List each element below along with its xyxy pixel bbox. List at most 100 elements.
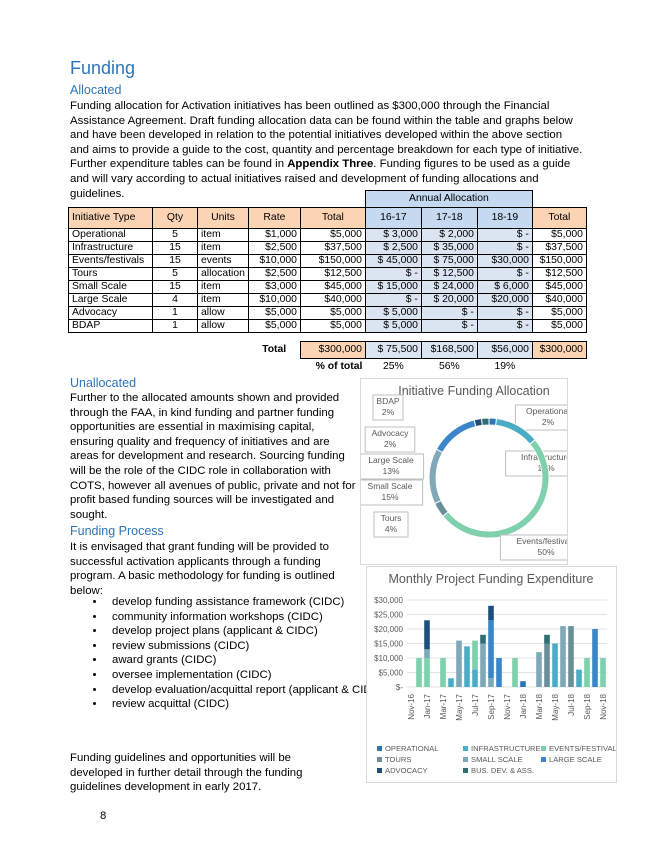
table-cell: $45,000 (299, 279, 366, 294)
slice-label: Operational (526, 406, 568, 416)
bar-segment (536, 652, 542, 687)
column-header: Total (531, 206, 587, 229)
slice-label: BDAP (376, 396, 399, 406)
y-tick-label: $15,000 (374, 640, 403, 649)
bar-segment (488, 678, 494, 687)
legend-swatch (463, 768, 468, 773)
table-cell: $5,000 (247, 305, 301, 320)
table-cell: item (197, 240, 249, 255)
table-cell: $ 2,000 (420, 227, 478, 242)
table-cell: $ - (364, 266, 422, 281)
total-cell: $300,000 (531, 340, 587, 359)
label-box (499, 534, 567, 561)
table-cell: $ - (476, 266, 533, 281)
table-cell: $20,000 (476, 292, 533, 307)
table-cell: $ 24,000 (420, 279, 478, 294)
text: . Funding figures to be used as a guide … (70, 158, 571, 200)
x-tick-label: Nov-17 (503, 693, 512, 719)
bar-segment (416, 658, 422, 687)
slice-value-label: 13% (382, 466, 399, 476)
bar-segment (592, 629, 598, 687)
table-cell: 4 (152, 292, 198, 307)
table-cell: $ 45,000 (364, 253, 422, 268)
percent-cell: 56% (439, 361, 460, 372)
spacer-row (69, 332, 587, 341)
slice-label: Tours (381, 513, 402, 523)
spacer (69, 358, 301, 375)
bar-segment (472, 669, 478, 687)
donut-slice (435, 419, 477, 454)
table-row: Annual Allocation (69, 190, 587, 208)
x-tick-label: Mar-17 (439, 693, 448, 719)
table-cell: $1,000 (247, 227, 301, 242)
table-row: Tours 5 allocation $2,500 $12,500 $ - $ 12,500… (68, 266, 587, 281)
slice-value-label: 2% (384, 439, 397, 449)
subheading: Unallocated (70, 376, 137, 390)
column-header: Units (197, 206, 249, 229)
percent-cell: 25% (383, 361, 404, 372)
table-cell: Tours (68, 266, 153, 281)
subheading: Allocated (70, 83, 122, 97)
x-tick-label: Jan-17 (423, 693, 432, 718)
table-cell: $ 3,000 (364, 227, 422, 242)
label-box (373, 511, 409, 538)
bar-segment (488, 620, 494, 679)
slice-value-label: 50% (537, 547, 554, 557)
column-header: 17-18 (420, 206, 478, 229)
table-cell: $5,000 (299, 318, 366, 333)
legend-label: ADVOCACY (385, 766, 428, 775)
table-cell: $30,000 (476, 253, 533, 268)
bar-segment (456, 640, 462, 687)
column-header: 18-19 (476, 206, 533, 229)
table-cell: $150,000 (299, 253, 366, 268)
table-cell: item (197, 227, 249, 242)
table-wrap: Annual Allocation Initiative Type Qty Units… (68, 190, 587, 375)
label-box (361, 453, 425, 480)
label-box (372, 394, 404, 421)
bar-segment (584, 658, 590, 687)
table-cell: $ - (476, 227, 533, 242)
legend-swatch (463, 757, 468, 762)
legend-swatch (377, 746, 382, 751)
bullet-list: develop funding assistance framework (CI… (70, 595, 386, 712)
bar-segment (544, 634, 550, 644)
table-cell: Operational (68, 227, 153, 242)
bar-segment (560, 626, 566, 687)
table-cell: 5 (152, 227, 198, 242)
bar-segment (448, 678, 454, 687)
table-cell: allow (197, 318, 249, 333)
table-cell: $ 12,500 (420, 266, 478, 281)
slice-value-label: 2% (382, 407, 395, 417)
label-box (505, 450, 567, 477)
paragraph: Further to the allocated amounts shown a… (70, 392, 356, 521)
x-tick-label: Nov-16 (407, 693, 416, 719)
table-cell: $ 20,000 (420, 292, 478, 307)
intro: Funding allocation for Activation initia… (70, 99, 584, 201)
legend-label: EVENTS/FESTIVALS (549, 744, 617, 753)
table-cell: $5,000 (531, 318, 587, 333)
table-cell: 1 (152, 305, 198, 320)
table-cell: $ 5,000 (364, 318, 422, 333)
table-cell: $5,000 (299, 305, 366, 320)
percent-row: % of total 25% 56% 19% (69, 358, 587, 375)
x-tick-label: Sep-18 (583, 693, 592, 719)
table-cell: $ - (420, 318, 478, 333)
bar-segment (480, 634, 486, 644)
bar-segment (520, 681, 526, 687)
column-header: Total (299, 206, 366, 229)
x-tick-label: Mar-18 (535, 693, 544, 719)
table-cell: BDAP (68, 318, 153, 333)
table-cell: Infrastructure (68, 240, 153, 255)
slice-value-label: 15% (381, 492, 398, 502)
y-tick-label: $20,000 (374, 625, 403, 634)
table-row: BDAP 1 allow $5,000 $5,000 $ 5,000 $ - $ - $5,00… (68, 318, 587, 333)
column-header: 16-17 (364, 206, 422, 229)
table: Annual Allocation Initiative Type Qty Units… (68, 190, 587, 375)
table-cell: $ - (364, 292, 422, 307)
table-cell: $37,500 (531, 240, 587, 255)
table-cell: $10,000 (247, 253, 301, 268)
y-tick-label: $25,000 (374, 611, 403, 620)
x-tick-label: Nov-18 (599, 693, 608, 719)
table-cell: $ 35,000 (420, 240, 478, 255)
